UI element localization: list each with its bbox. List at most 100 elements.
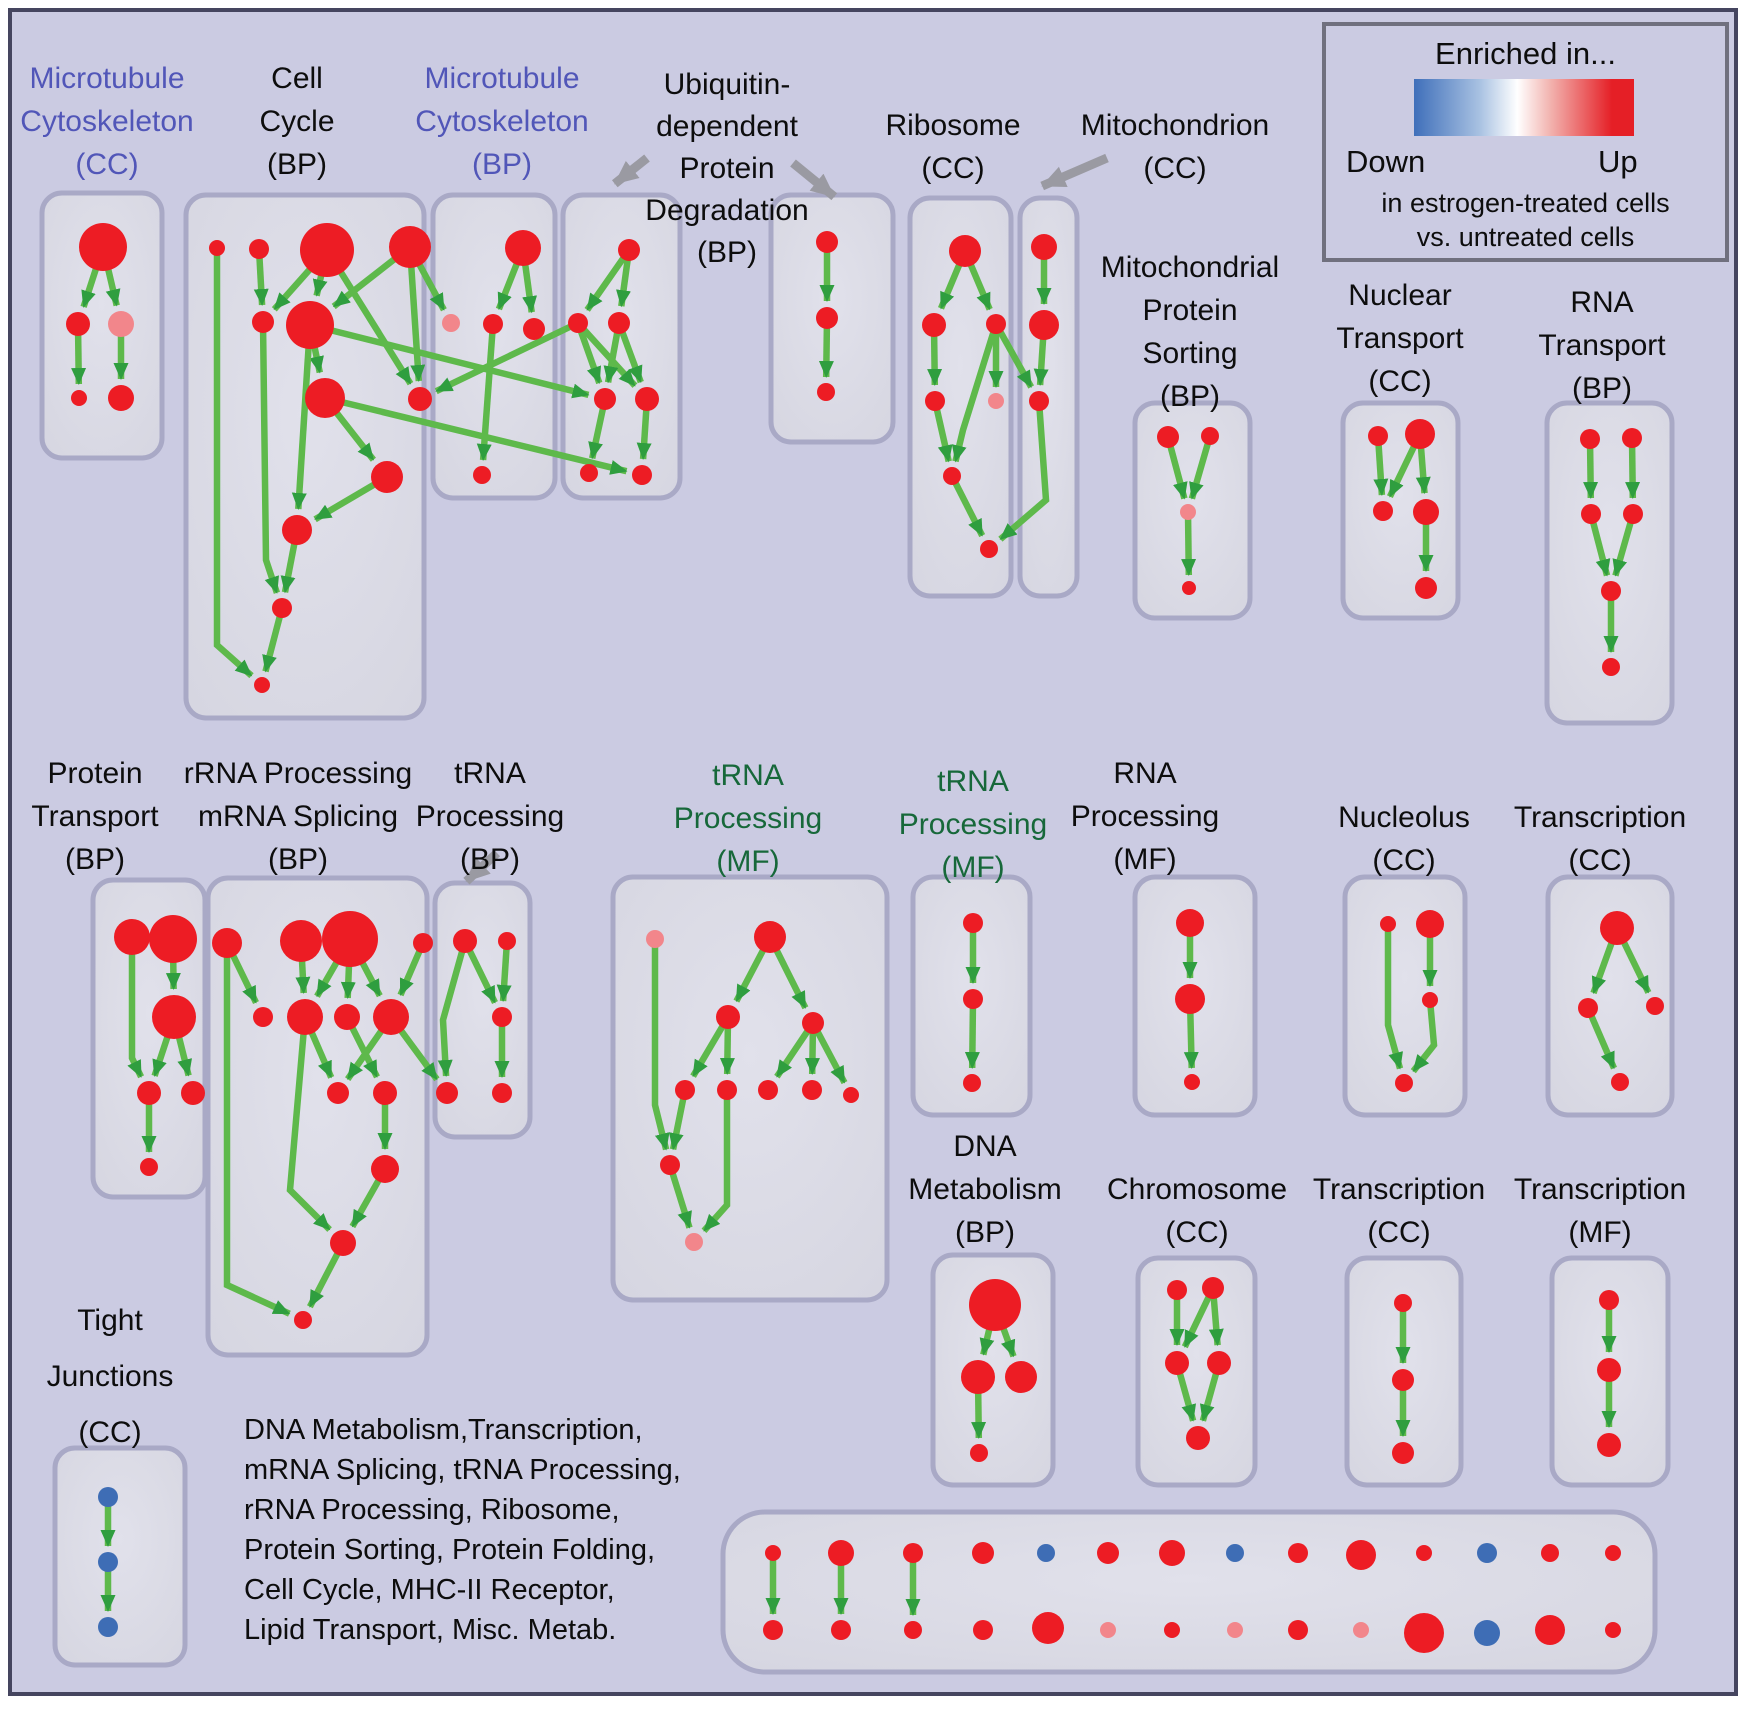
node-misc-bottom-u7 (1164, 1622, 1180, 1638)
node-ubiquitin-b-b (817, 383, 835, 401)
node-rrna-n9 (327, 1082, 349, 1104)
cluster-box-cell-cycle (183, 192, 427, 721)
edge-ubiquitin-a-ml-lr (575, 320, 638, 388)
cross-edge-2 (309, 321, 590, 399)
node-nuclear-transport-tr (1405, 419, 1435, 449)
node-rna-transport-mr (1623, 504, 1643, 524)
node-trna-bp-d (436, 1082, 458, 1104)
node-ubiquitin-a-ml (568, 313, 588, 333)
node-misc-bottom-u1 (763, 1620, 783, 1640)
node-trna-bp-b (498, 932, 516, 950)
node-misc-bottom-t7 (1159, 1540, 1185, 1566)
node-transcription-cc-row2-mr (1646, 997, 1664, 1015)
node-cell-cycle-l (282, 515, 312, 545)
node-nucleolus-tl (1380, 916, 1396, 932)
node-trna-mf-small-c (963, 1074, 981, 1092)
node-trna-mf-big-b1 (675, 1080, 695, 1100)
node-transcription-cc-row3-t (1394, 1294, 1412, 1312)
edge-cell-cycle-f-l (291, 324, 314, 510)
node-rna-transport-tl (1580, 429, 1600, 449)
node-ribosome-r6 (943, 467, 961, 485)
cluster-label-chromosome: Chromosome (CC) (1106, 1173, 1288, 1249)
node-microtubule-cc-n2 (66, 312, 90, 336)
edge-trna-mf-big-b1-lo (668, 1089, 689, 1151)
cluster-label-dna-metabolism: DNA Metabolism (BP) (908, 1130, 1062, 1249)
cluster-label-mitochondrion: Mitochondrion (CC) (1080, 109, 1270, 185)
edge-trna-mf-small-b-c (964, 998, 980, 1069)
legend-subtitle-1: in estrogen-treated cells (1381, 188, 1670, 218)
node-protein-transport-ll (137, 1081, 161, 1105)
node-nucleolus-b (1395, 1074, 1413, 1092)
cluster-box-rrna (205, 875, 430, 1358)
node-rrna-n7 (334, 1004, 360, 1030)
node-microtubule-bp-cl (483, 314, 503, 334)
misc-category-text: DNA Metabolism,Transcription, mRNA Splic… (244, 1410, 681, 1650)
label-pointer-arrow-2 (1040, 153, 1109, 191)
node-transcription-cc-row2-t (1600, 911, 1634, 945)
cluster-box-tight-junctions (52, 1445, 188, 1668)
cluster-label-trna-bp: tRNA Processing (BP) (415, 757, 565, 876)
edge-rna-transport-mr-c (1612, 513, 1637, 577)
node-chromosome-t1 (1167, 1280, 1187, 1300)
node-rrna-n13 (294, 1311, 312, 1329)
cluster-label-mito-sorting: Mitochondrial Protein Sorting (BP) (1100, 251, 1280, 413)
label-pointer-arrow-0 (611, 154, 650, 188)
edge-rrna-n1-n13 (223, 943, 291, 1317)
misc-line: DNA Metabolism,Transcription, (244, 1414, 643, 1446)
legend-subtitle-2: vs. untreated cells (1416, 222, 1635, 252)
node-rna-processing-a (1176, 909, 1204, 937)
node-ubiquitin-a-lr (635, 387, 659, 411)
node-misc-bottom-t8 (1226, 1544, 1244, 1562)
node-microtubule-cc-n1 (79, 223, 127, 271)
misc-line: mRNA Splicing, tRNA Processing, (244, 1454, 681, 1486)
node-mito-sorting-a (1157, 426, 1179, 448)
node-cell-cycle-h (305, 378, 345, 418)
cluster-label-tight-junctions: Tight Junctions (CC) (46, 1304, 174, 1449)
edge-trna-mf-big-mr-b5 (810, 1021, 848, 1085)
node-protein-transport-m (152, 995, 196, 1039)
node-microtubule-bp-pk (442, 314, 460, 332)
node-misc-bottom-t10 (1346, 1540, 1376, 1570)
cross-edge-5 (998, 400, 1050, 542)
misc-line: Cell Cycle, MHC-II Receptor, (244, 1574, 615, 1606)
misc-line: Protein Sorting, Protein Folding, (244, 1534, 656, 1566)
cross-edge-1 (434, 320, 580, 395)
misc-line: rRNA Processing, Ribosome, (244, 1494, 620, 1526)
node-trna-mf-big-pt (646, 930, 664, 948)
node-microtubule-bp-cr (523, 318, 545, 340)
node-misc-bottom-t1 (765, 1545, 781, 1561)
cluster-label-rna-processing: RNA Processing (MF) (1070, 757, 1220, 876)
node-rna-processing-b (1175, 984, 1205, 1014)
node-dna-metabolism-r (1005, 1361, 1037, 1393)
edge-ribosome-r3-r6 (951, 323, 1000, 463)
node-protein-transport-lr (181, 1081, 205, 1105)
node-microtubule-bp-bt (473, 466, 491, 484)
edge-cell-cycle-d-i (406, 246, 426, 382)
cluster-label-rna-transport: RNA Transport (BP) (1538, 286, 1666, 405)
node-microtubule-cc-n3 (108, 311, 134, 337)
node-dna-metabolism-t (969, 1279, 1021, 1331)
node-misc-bottom-t5 (1037, 1544, 1055, 1562)
node-cell-cycle-n (254, 677, 270, 693)
cluster-label-trna-mf-small: tRNA Processing (MF) (898, 765, 1048, 884)
node-protein-transport-tl (114, 919, 150, 955)
node-mito-sorting-c (1182, 581, 1196, 595)
legend-down-label: Down (1346, 144, 1426, 179)
node-microtubule-cc-n5 (108, 385, 134, 411)
node-misc-bottom-u11 (1404, 1613, 1444, 1653)
label-pointer-arrow-3 (463, 849, 501, 885)
node-protein-transport-tr (149, 915, 197, 963)
gray-arrows-layer (463, 153, 1109, 885)
node-chromosome-m2 (1207, 1351, 1231, 1375)
node-misc-bottom-u13 (1535, 1615, 1565, 1645)
label-pointer-arrow-1 (790, 159, 838, 201)
cluster-box-nuclear-transport (1340, 400, 1461, 621)
misc-line: Lipid Transport, Misc. Metab. (244, 1614, 617, 1646)
node-misc-bottom-u10 (1353, 1622, 1369, 1638)
edge-ribosome-r6-r7 (949, 474, 986, 538)
edge-cell-cycle-m-n (262, 607, 286, 673)
cluster-label-nucleolus: Nucleolus (CC) (1338, 801, 1470, 877)
node-cell-cycle-b (249, 239, 269, 259)
node-ubiquitin-b-t (816, 231, 838, 253)
